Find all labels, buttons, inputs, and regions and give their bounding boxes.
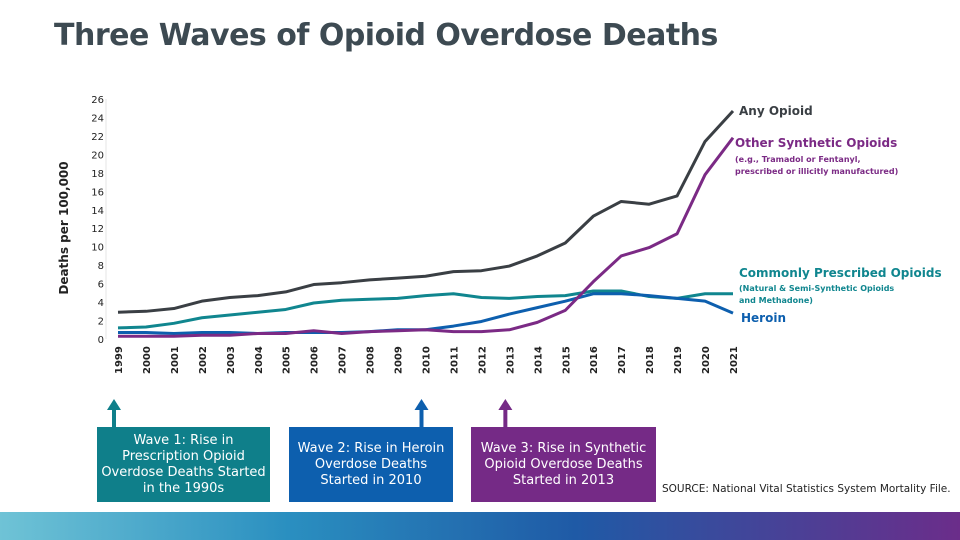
source-note: SOURCE: National Vital Statistics System…	[662, 483, 951, 495]
x-tick-label: 2011	[449, 346, 460, 374]
x-tick-label: 2001	[170, 346, 181, 374]
x-tick-label: 2015	[561, 346, 572, 374]
label-synthetic: Other Synthetic Opioids	[735, 136, 898, 150]
x-tick-label: 2009	[394, 346, 405, 374]
y-tick-label: 0	[98, 335, 104, 346]
series-line-other-synthetic-opioids	[118, 136, 735, 338]
label-synthetic-note1: (e.g., Tramadol or Fentanyl,	[735, 155, 861, 164]
label-rx-note2: and Methadone)	[739, 296, 813, 305]
x-tick-label: 2002	[198, 346, 209, 374]
x-tick-label: 2008	[366, 346, 377, 374]
x-tick-label: 2018	[645, 346, 656, 374]
y-tick-label: 20	[91, 150, 104, 161]
x-tick-label: 2020	[701, 346, 712, 374]
label-heroin: Heroin	[741, 311, 786, 325]
x-tick-label: 2021	[729, 346, 740, 374]
y-tick-label: 8	[98, 261, 104, 272]
x-tick-label: 2012	[477, 346, 488, 374]
x-tick-label: 2010	[422, 346, 433, 374]
x-tick-label: 1999	[114, 346, 125, 374]
x-tick-label: 2016	[589, 346, 600, 374]
label-any-opioid: Any Opioid	[739, 104, 813, 118]
x-tick-label: 2014	[533, 346, 544, 374]
wave-2-box: Wave 2: Rise in Heroin Overdose Deaths S…	[289, 427, 453, 502]
wave-2-arrow-head-icon	[414, 399, 429, 410]
y-tick-label: 26	[91, 95, 104, 106]
y-tick-label: 16	[91, 187, 104, 198]
y-tick-label: 18	[91, 169, 104, 180]
y-tick-label: 12	[91, 224, 104, 235]
footer-gradient-bar	[0, 512, 960, 540]
x-tick-label: 2007	[338, 346, 349, 374]
wave-3-box: Wave 3: Rise in Synthetic Opioid Overdos…	[471, 427, 656, 502]
wave-3-arrow-head-icon	[498, 399, 513, 410]
wave-1-box: Wave 1: Rise in Prescription Opioid Over…	[97, 427, 270, 502]
label-rx-note1: (Natural & Semi-Synthetic Opioids	[739, 284, 895, 293]
x-tick-label: 2017	[617, 346, 628, 374]
y-tick-label: 6	[98, 280, 104, 291]
x-tick-label: 2005	[282, 346, 293, 374]
x-tick-label: 2006	[310, 346, 321, 374]
x-tick-label: 2004	[254, 346, 265, 374]
x-tick-label: 2003	[226, 346, 237, 374]
x-tick-label: 2013	[505, 346, 516, 374]
series-line-any-opioid	[117, 109, 735, 314]
series-line-commonly-prescribed-opioids	[117, 289, 733, 330]
y-tick-label: 14	[91, 206, 104, 217]
label-synthetic-note2: prescribed or illicitly manufactured)	[735, 167, 899, 176]
page-title: Three Waves of Opioid Overdose Deaths	[54, 18, 718, 53]
y-tick-label: 2	[98, 317, 104, 328]
y-tick-label: 4	[98, 298, 104, 309]
x-tick-label: 2000	[142, 346, 153, 374]
y-axis-label: Deaths per 100,000	[57, 161, 71, 294]
wave-1-arrow-head-icon	[107, 399, 121, 410]
y-tick-label: 22	[91, 132, 104, 143]
y-tick-label: 24	[91, 113, 104, 124]
label-rx: Commonly Prescribed Opioids	[739, 266, 942, 280]
y-tick-label: 10	[91, 243, 104, 254]
x-tick-label: 2019	[673, 346, 684, 374]
